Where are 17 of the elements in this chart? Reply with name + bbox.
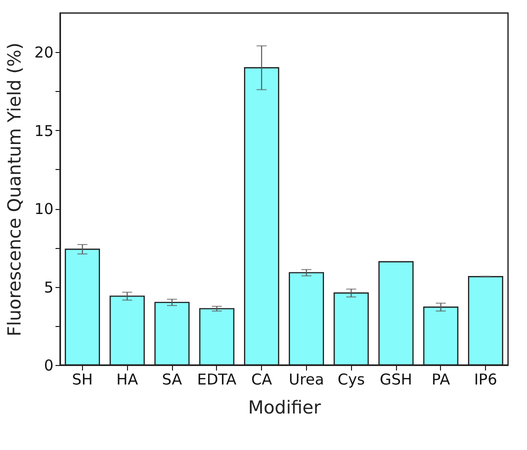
x-tick-label: SH — [72, 370, 93, 388]
y-tick-label: 0 — [44, 356, 54, 374]
x-tick-label: Urea — [288, 370, 324, 388]
x-tick-label: SA — [162, 370, 183, 388]
y-tick-label: 20 — [34, 44, 54, 62]
x-tick-label: Cys — [338, 370, 365, 388]
x-tick-label: IP6 — [474, 370, 498, 388]
y-tick-label: 15 — [34, 122, 54, 140]
x-tick-label: HA — [116, 370, 139, 388]
y-tick-label: 10 — [34, 200, 54, 218]
y-tick-label: 5 — [44, 278, 54, 296]
y-axis-title: Fluorescence Quantum Yield (%) — [4, 42, 26, 336]
x-axis-title: Modifier — [248, 398, 322, 418]
x-tick-label: GSH — [380, 370, 412, 388]
x-tick-label: EDTA — [197, 370, 238, 388]
x-tick-label: PA — [432, 370, 451, 388]
x-tick-label: CA — [251, 370, 273, 388]
